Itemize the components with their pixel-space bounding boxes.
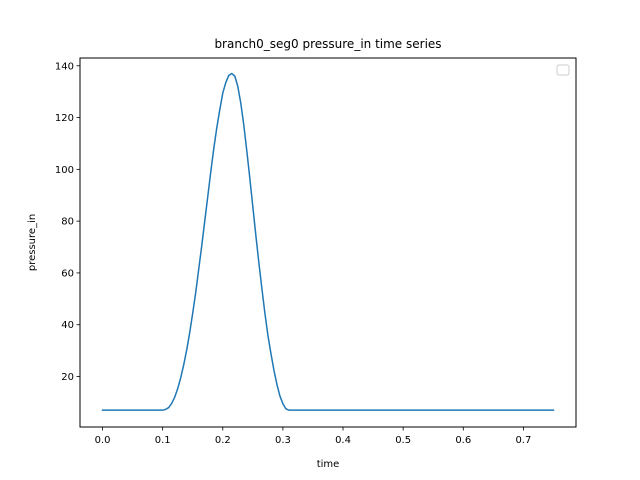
x-tick-label: 0.7 — [515, 435, 531, 446]
x-tick-label: 0.0 — [95, 435, 111, 446]
y-tick-label: 40 — [61, 320, 74, 331]
x-tick-label: 0.6 — [455, 435, 471, 446]
x-tick-label: 0.5 — [395, 435, 411, 446]
y-axis-ticks: 20 40 60 80 100 120 140 — [55, 61, 80, 383]
x-tick-label: 0.3 — [275, 435, 291, 446]
y-tick-label: 80 — [61, 217, 74, 228]
y-tick-label: 60 — [61, 268, 74, 279]
plot-area-frame — [79, 57, 577, 428]
y-tick-label: 140 — [55, 61, 74, 72]
x-tick-label: 0.4 — [335, 435, 351, 446]
series-line-0 — [101, 72, 555, 411]
x-axis-ticks: 0.0 0.1 0.2 0.3 0.4 0.5 0.6 0.7 — [95, 427, 531, 446]
plot-series — [101, 72, 555, 411]
y-tick-label: 20 — [61, 372, 74, 383]
legend-box — [556, 64, 570, 76]
x-tick-label: 0.2 — [215, 435, 231, 446]
x-tick-label: 0.1 — [155, 435, 171, 446]
y-tick-label: 120 — [55, 113, 74, 124]
chart-title: branch0_seg0 pressure_in time series — [214, 37, 441, 51]
y-axis-label: pressure_in — [27, 214, 38, 271]
x-axis-label: time — [317, 459, 340, 470]
y-tick-label: 100 — [55, 165, 74, 176]
